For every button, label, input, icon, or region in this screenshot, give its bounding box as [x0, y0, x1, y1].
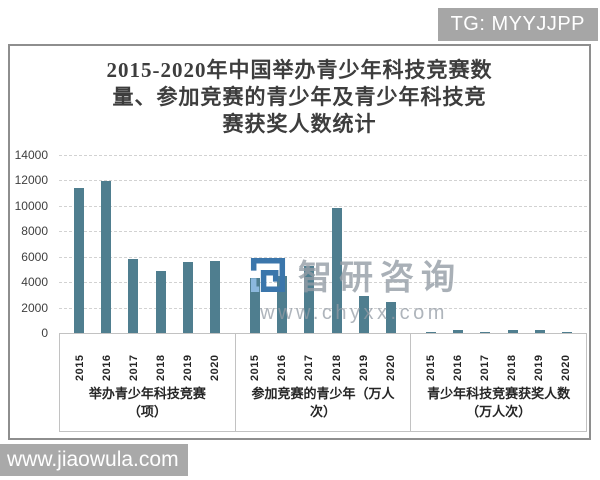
gridline: [59, 231, 587, 233]
bar-2020: [210, 260, 221, 333]
y-tick-label: 0: [41, 326, 48, 340]
x-tick-label: 2020: [209, 354, 222, 381]
bar-2015: [425, 332, 436, 333]
bar-2016: [452, 330, 463, 333]
bar-2016: [100, 181, 111, 333]
bar-2019: [534, 330, 545, 333]
gridline: [59, 282, 587, 284]
gridline: [59, 180, 587, 182]
x-tick-label: 2019: [533, 354, 546, 381]
year-labels: 2015 2016 2017 2018 2019 2020: [236, 334, 411, 381]
bar-group-2: [235, 155, 411, 333]
footer-watermark: www.jiaowula.com: [0, 444, 188, 476]
x-tick-label: 2019: [181, 354, 194, 381]
x-tick-label: 2020: [384, 354, 397, 381]
y-tick-label: 14000: [14, 148, 48, 162]
category-axis: 2015 2016 2017 2018 2019 2020 举办青少年科技竞赛 （项） 2015…: [59, 333, 587, 432]
x-tick-label: 2018: [506, 354, 519, 381]
bar-2019: [182, 261, 193, 333]
y-tick-label: 6000: [21, 249, 48, 264]
gridline: [59, 256, 587, 258]
bar-group-1: [59, 155, 235, 333]
group-label: 举办青少年科技竞赛 （项）: [88, 386, 206, 419]
chart-title-line: 赛获奖人数统计: [222, 112, 377, 136]
x-tick-label: 2016: [452, 354, 464, 381]
plot-area: [59, 155, 587, 334]
x-tick-label: 2016: [276, 354, 289, 381]
gridline: [59, 155, 587, 156]
group-label: 参加竞赛的青少年（万人 次）: [251, 386, 395, 419]
group-label: 青少年科技竞赛获奖人数 （万人次）: [427, 386, 571, 419]
axis-group-2: 2015 2016 2017 2018 2019 2020 参加竞赛的青少年（万人 次）: [236, 334, 412, 431]
bar-group-3: [411, 155, 587, 333]
bar-2018: [507, 330, 518, 333]
bar-2017: [480, 332, 491, 333]
x-tick-label: 2018: [154, 354, 167, 381]
bar-2015: [249, 277, 260, 333]
x-tick-label: 2019: [357, 354, 370, 381]
gridline: [59, 205, 587, 207]
axis-group-1: 2015 2016 2017 2018 2019 2020 举办青少年科技竞赛 （项）: [60, 334, 236, 431]
bar-2015: [73, 188, 84, 333]
chart-panel: 2015-2020年中国举办青少年科技竞赛数 量、参加竞赛的青少年及青少年科技竞…: [8, 44, 591, 440]
bar-2020: [386, 301, 397, 333]
x-tick-label: 2016: [100, 354, 113, 381]
bar-2017: [128, 259, 139, 333]
bar-2018: [155, 271, 166, 333]
y-tick-label: 4000: [21, 275, 48, 290]
x-tick-label: 2020: [560, 354, 573, 381]
y-tick-label: 8000: [21, 224, 48, 239]
year-labels: 2015 2016 2017 2018 2019 2020: [60, 334, 235, 381]
x-tick-label: 2017: [127, 354, 140, 381]
y-tick-label: 2000: [21, 300, 48, 315]
bars-layer: [59, 155, 587, 333]
y-tick-label: 10000: [14, 198, 48, 213]
y-tick-label: 12000: [14, 173, 48, 188]
bar-2020: [562, 332, 573, 333]
bar-2017: [304, 265, 315, 333]
x-tick-label: 2015: [73, 354, 86, 381]
telegram-badge: TG: MYYJJPP: [437, 8, 598, 41]
y-axis-labels: 0 2000 4000 6000 8000 10000 12000 14000: [10, 148, 54, 340]
year-labels: 2015 2016 2017 2018 2019 2020: [411, 334, 586, 381]
chart-title-line: 量、参加竞赛的青少年及青少年科技竞: [112, 85, 487, 109]
axis-group-3: 2015 2016 2017 2018 2019 2020 青少年科技竞赛获奖人数 （万人次）: [411, 334, 586, 431]
x-tick-label: 2015: [424, 354, 437, 381]
x-tick-label: 2018: [330, 354, 343, 381]
chart-title-line: 2015-2020年中国举办青少年科技竞赛数: [106, 58, 493, 82]
x-tick-label: 2017: [479, 354, 492, 381]
gridline: [59, 307, 587, 309]
bar-2019: [358, 296, 369, 333]
bar-2018: [331, 208, 342, 333]
x-tick-label: 2015: [249, 354, 262, 381]
bar-2016: [276, 276, 287, 333]
chart-title: 2015-2020年中国举办青少年科技竞赛数 量、参加竞赛的青少年及青少年科技竞…: [10, 57, 589, 138]
x-tick-label: 2017: [303, 354, 316, 381]
